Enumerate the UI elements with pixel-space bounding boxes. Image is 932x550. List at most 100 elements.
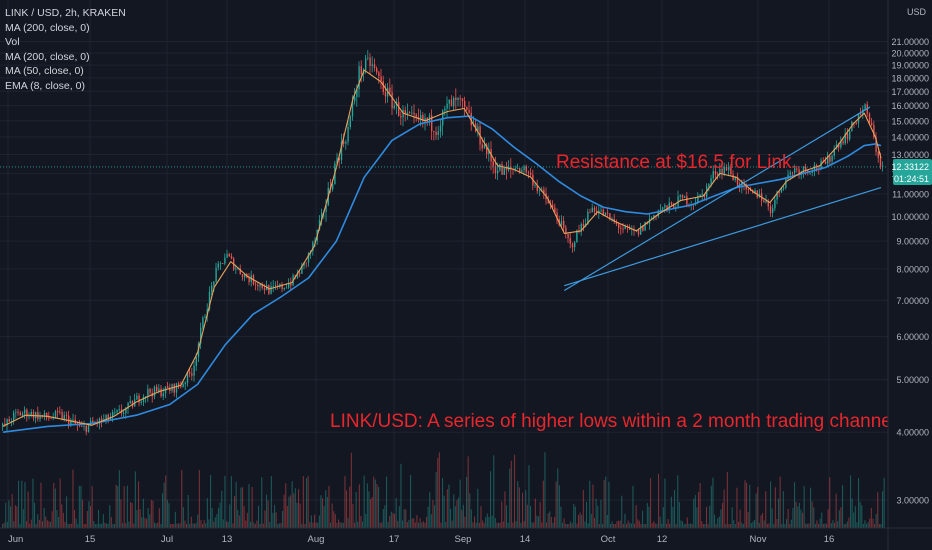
candle-body <box>422 115 424 122</box>
volume-bar <box>522 492 524 528</box>
candle-body <box>301 265 303 274</box>
candle-body <box>162 393 164 397</box>
candle-body <box>587 211 589 224</box>
volume-bar <box>59 478 61 528</box>
candle-body <box>734 177 736 180</box>
candle-body <box>868 113 871 124</box>
volume-bar <box>677 475 679 528</box>
indicator-vol[interactable]: Vol <box>5 36 20 48</box>
candle-body <box>640 225 642 235</box>
candle-body <box>107 414 109 420</box>
volume-bar <box>56 510 58 528</box>
volume-bar <box>403 509 405 528</box>
volume-bar <box>613 524 615 528</box>
volume-bar <box>819 518 821 528</box>
volume-bar <box>483 522 485 528</box>
volume-bar <box>381 522 383 528</box>
indicator-ema8[interactable]: EMA (8, close, 0) <box>5 79 85 92</box>
volume-bar <box>624 513 626 528</box>
volume-bar <box>158 508 160 528</box>
volume-bar <box>581 514 583 528</box>
volume-bar <box>470 509 472 528</box>
volume-bar <box>723 489 725 528</box>
volume-bar <box>829 477 831 528</box>
candle-body <box>391 92 393 109</box>
volume-bar <box>797 506 799 528</box>
volume-bar <box>766 523 768 528</box>
x-tick-label: Oct <box>601 534 616 545</box>
volume-bar <box>810 487 812 528</box>
volume-bar <box>835 493 837 528</box>
volume-bar <box>746 482 748 528</box>
y-tick-label: 14.00000 <box>891 133 929 143</box>
candle-body <box>420 115 422 120</box>
volume-bar <box>240 487 242 528</box>
candle-body <box>538 190 541 192</box>
time-axis <box>0 528 932 550</box>
candle-body <box>299 272 301 274</box>
candle-body <box>879 157 882 167</box>
volume-bar <box>389 515 391 528</box>
volume-bar <box>864 520 866 528</box>
volume-bar <box>706 507 708 528</box>
candle-body <box>615 221 618 224</box>
candle-body <box>796 168 798 170</box>
volume-bar <box>322 498 324 528</box>
indicator-ma200-second[interactable]: MA (200, close, 0) <box>5 50 90 63</box>
channel-upper-line <box>563 106 871 291</box>
volume-bar <box>563 518 565 528</box>
candle-body <box>409 112 411 114</box>
volume-bar <box>192 523 194 528</box>
indicator-ma50[interactable]: MA (50, close, 0) <box>5 65 84 77</box>
volume-bar <box>539 502 541 528</box>
volume-bar <box>37 514 39 528</box>
volume-bar <box>526 504 528 528</box>
volume-bar <box>101 523 103 528</box>
volume-bar <box>750 523 752 528</box>
volume-bar <box>402 520 404 528</box>
volume-bar <box>242 487 244 528</box>
volume-bar <box>338 519 340 528</box>
volume-bar <box>312 522 314 528</box>
volume-bar <box>254 524 256 528</box>
volume-bar <box>291 481 293 528</box>
volume-bar <box>674 490 676 528</box>
volume-bar <box>86 511 88 528</box>
candle-body <box>24 409 26 414</box>
volume-bar <box>795 501 797 528</box>
volume-bar <box>171 524 173 528</box>
volume-bar <box>70 523 72 528</box>
volume-bar <box>533 522 535 528</box>
candle-body <box>228 254 230 256</box>
volume-bar <box>493 455 495 528</box>
volume-bar <box>290 495 292 528</box>
volume-bar <box>34 502 36 528</box>
candle-body <box>431 115 433 132</box>
volume-bar <box>458 497 460 528</box>
candle-body <box>191 373 193 376</box>
volume-bar <box>134 471 136 528</box>
candle-body <box>767 200 769 207</box>
candle-body <box>389 87 391 93</box>
candle-body <box>28 415 30 417</box>
volume-bar <box>264 510 266 528</box>
volume-bar <box>618 520 620 528</box>
volume-bar <box>709 505 711 528</box>
candle-body <box>620 228 622 229</box>
volume-bar <box>398 506 400 528</box>
volume-bar <box>842 485 844 528</box>
volume-bar <box>883 477 885 528</box>
volume-bar <box>714 514 716 528</box>
indicator-ma200[interactable]: MA (200, close, 0) <box>5 21 90 34</box>
volume-bar <box>382 509 384 528</box>
volume-bar <box>357 521 359 528</box>
volume-bar <box>368 491 370 528</box>
volume-bar <box>163 482 165 528</box>
candle-body <box>602 209 604 216</box>
candle-body <box>644 222 646 231</box>
volume-bar <box>258 505 260 528</box>
symbol-title[interactable]: LINK / USD, 2h, KRAKEN <box>5 7 126 19</box>
candle-body <box>13 412 15 422</box>
